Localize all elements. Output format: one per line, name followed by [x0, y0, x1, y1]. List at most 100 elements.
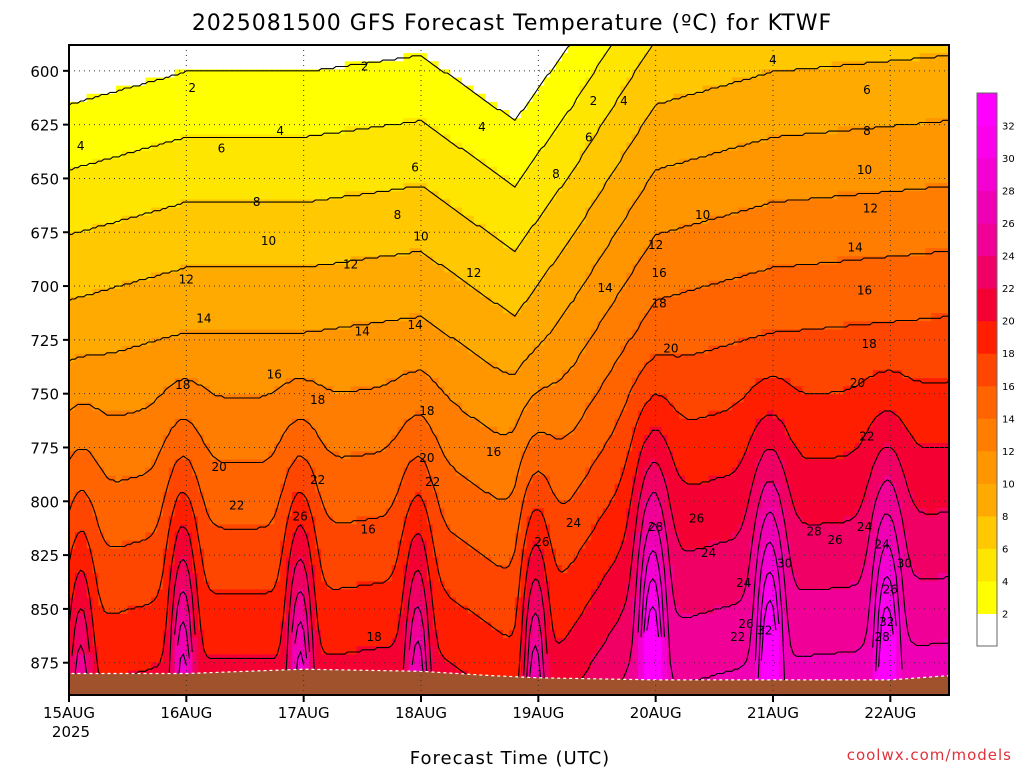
field-cell: [250, 508, 258, 517]
field-cell: [421, 386, 428, 395]
field-cell: [362, 386, 369, 395]
field-cell: [426, 305, 434, 314]
field-cell: [262, 158, 270, 168]
field-cell: [362, 556, 369, 566]
field-cell: [291, 581, 299, 590]
field-cell: [309, 548, 316, 558]
field-cell: [74, 548, 82, 558]
field-cell: [303, 158, 311, 168]
field-cell: [162, 305, 170, 314]
field-cell: [174, 435, 182, 444]
field-cell: [391, 248, 399, 257]
field-cell: [426, 45, 434, 54]
field-cell: [403, 69, 410, 79]
field-cell: [303, 605, 311, 615]
field-cell: [92, 435, 99, 444]
field-cell: [368, 556, 375, 566]
field-cell: [168, 630, 176, 639]
field-cell: [168, 378, 176, 387]
field-cell: [344, 565, 352, 574]
field-cell: [321, 280, 328, 290]
field-cell: [121, 581, 129, 590]
field-cell: [192, 548, 199, 558]
field-cell: [104, 361, 111, 371]
field-cell: [133, 248, 140, 257]
field-cell: [74, 223, 82, 233]
field-cell: [98, 394, 105, 404]
field-cell: [198, 426, 205, 436]
field-cell: [274, 581, 281, 590]
field-cell: [280, 516, 287, 525]
field-cell: [280, 110, 287, 119]
field-cell: [127, 305, 135, 314]
field-cell: [374, 288, 381, 298]
field-cell: [268, 248, 275, 257]
field-cell: [415, 451, 422, 460]
field-cell: [368, 142, 375, 152]
field-cell: [168, 69, 176, 79]
field-cell: [186, 483, 193, 493]
field-cell: [92, 150, 99, 160]
field-cell: [110, 378, 117, 387]
field-cell: [186, 491, 193, 501]
field-cell: [274, 589, 281, 599]
field-cell: [127, 378, 135, 387]
field-cell: [203, 248, 211, 257]
field-cell: [315, 345, 322, 355]
field-cell: [192, 207, 199, 217]
field-cell: [133, 394, 140, 404]
field-cell: [198, 101, 205, 111]
field-cell: [215, 459, 223, 469]
field-cell: [69, 166, 76, 176]
field-cell: [209, 361, 217, 371]
field-cell: [162, 199, 170, 209]
field-cell: [327, 240, 334, 249]
field-cell: [385, 93, 393, 103]
field-cell: [333, 475, 340, 485]
field-cell: [74, 191, 82, 200]
field-cell: [203, 85, 211, 95]
field-cell: [127, 77, 135, 87]
field-cell: [157, 223, 164, 233]
field-cell: [374, 621, 381, 631]
field-cell: [309, 183, 316, 192]
field-cell: [74, 630, 82, 639]
field-cell: [133, 630, 140, 639]
field-cell: [350, 118, 358, 127]
field-cell: [69, 345, 76, 355]
field-cell: [368, 280, 375, 290]
field-cell: [98, 556, 105, 566]
field-cell: [385, 134, 393, 144]
field-cell: [356, 556, 363, 566]
field-cell: [151, 166, 158, 176]
field-cell: [250, 118, 258, 127]
field-cell: [315, 158, 322, 168]
field-cell: [338, 435, 346, 444]
field-cell: [415, 532, 422, 542]
field-cell: [333, 329, 340, 339]
field-cell: [368, 386, 375, 395]
field-cell: [121, 248, 129, 257]
field-cell: [268, 361, 275, 371]
field-cell: [80, 573, 88, 582]
field-cell: [368, 370, 375, 379]
field-cell: [303, 199, 311, 209]
field-cell: [110, 240, 117, 249]
field-cell: [74, 597, 82, 607]
field-cell: [333, 85, 340, 95]
field-cell: [162, 248, 170, 257]
field-cell: [80, 605, 88, 615]
field-cell: [104, 613, 111, 623]
field-cell: [315, 613, 322, 623]
field-cell: [426, 516, 434, 525]
field-cell: [327, 248, 334, 257]
field-cell: [338, 378, 346, 387]
field-cell: [115, 508, 123, 517]
field-cell: [139, 61, 146, 70]
field-cell: [286, 134, 293, 144]
field-cell: [362, 370, 369, 379]
field-cell: [362, 329, 369, 339]
field-cell: [268, 142, 275, 152]
field-cell: [104, 183, 111, 192]
field-cell: [385, 69, 393, 79]
